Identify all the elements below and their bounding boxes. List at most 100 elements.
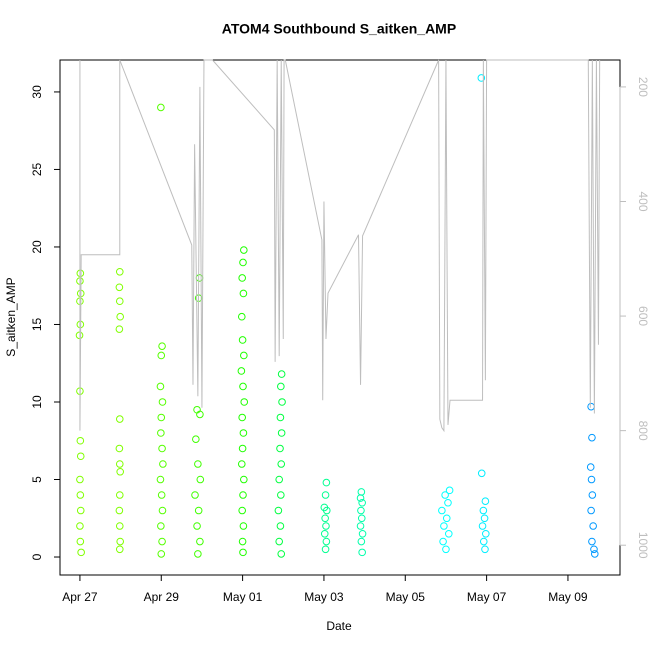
x-tick-label: May 07 bbox=[467, 590, 507, 604]
data-point bbox=[115, 415, 124, 423]
x-tick-label: May 03 bbox=[304, 590, 344, 604]
data-point bbox=[442, 545, 450, 554]
data-point bbox=[358, 548, 366, 557]
data-point bbox=[76, 491, 85, 499]
data-point bbox=[115, 491, 124, 499]
data-point bbox=[240, 351, 248, 360]
data-point bbox=[356, 522, 365, 530]
data-point bbox=[239, 522, 248, 530]
data-point bbox=[586, 463, 595, 471]
y2-tick-label: 400 bbox=[636, 191, 650, 211]
data-point bbox=[239, 382, 247, 391]
data-point bbox=[115, 506, 124, 515]
data-point bbox=[356, 494, 365, 502]
data-point bbox=[440, 522, 448, 530]
y-tick-label: 15 bbox=[30, 317, 44, 331]
data-point bbox=[275, 537, 284, 546]
y2-tick-label: 600 bbox=[636, 306, 650, 326]
data-point bbox=[477, 74, 486, 82]
data-point bbox=[277, 382, 285, 391]
data-point bbox=[444, 498, 452, 507]
data-point bbox=[115, 325, 124, 333]
data-point bbox=[587, 402, 595, 411]
data-point bbox=[158, 506, 167, 515]
data-point bbox=[194, 506, 203, 515]
y-tick-label: 5 bbox=[30, 476, 44, 483]
data-point bbox=[276, 522, 285, 530]
data-point bbox=[239, 289, 248, 298]
data-point bbox=[239, 491, 247, 499]
data-point bbox=[357, 488, 366, 496]
data-point bbox=[439, 537, 447, 546]
data-point bbox=[321, 514, 329, 523]
data-point bbox=[358, 498, 366, 507]
data-point bbox=[196, 537, 204, 546]
data-point bbox=[238, 537, 247, 546]
data-point bbox=[322, 537, 331, 546]
data-point bbox=[321, 545, 330, 554]
x-tick-label: Apr 27 bbox=[62, 590, 98, 604]
x-tick-label: May 01 bbox=[223, 590, 263, 604]
data-point bbox=[277, 460, 286, 468]
y2-tick-label: 800 bbox=[636, 421, 650, 441]
data-point bbox=[277, 370, 286, 378]
data-point bbox=[116, 312, 124, 321]
data-point bbox=[357, 537, 366, 546]
data-point bbox=[76, 506, 85, 515]
data-point bbox=[194, 460, 202, 468]
data-point bbox=[158, 342, 166, 350]
data-point bbox=[357, 506, 365, 515]
data-point bbox=[157, 522, 165, 530]
data-point bbox=[322, 522, 330, 530]
data-point bbox=[240, 398, 249, 406]
data-point bbox=[588, 537, 596, 546]
y-tick-label: 0 bbox=[30, 553, 44, 560]
data-point bbox=[115, 267, 124, 276]
data-point bbox=[239, 548, 247, 557]
data-point bbox=[477, 469, 486, 478]
data-point bbox=[320, 529, 329, 538]
data-point bbox=[277, 491, 285, 499]
data-point bbox=[194, 550, 202, 558]
data-point bbox=[321, 491, 330, 499]
data-point bbox=[193, 522, 201, 530]
data-point bbox=[587, 506, 595, 515]
data-point bbox=[76, 436, 85, 445]
data-point bbox=[238, 413, 246, 422]
data-point bbox=[77, 548, 85, 557]
data-point bbox=[156, 475, 165, 484]
data-point bbox=[156, 382, 165, 391]
data-point bbox=[445, 486, 454, 495]
data-point bbox=[158, 398, 167, 406]
y2-tick-label: 200 bbox=[636, 77, 650, 97]
data-point bbox=[479, 506, 488, 515]
x-tick-label: May 05 bbox=[386, 590, 426, 604]
data-point bbox=[237, 460, 246, 468]
data-point bbox=[76, 537, 85, 546]
data-point bbox=[322, 506, 331, 515]
data-point bbox=[159, 460, 167, 468]
y-tick-label: 10 bbox=[30, 395, 44, 409]
chart-title: ATOM4 Southbound S_aitken_AMP bbox=[222, 21, 456, 37]
data-point bbox=[590, 550, 599, 558]
data-point bbox=[157, 103, 165, 112]
data-point bbox=[115, 522, 124, 530]
data-point bbox=[157, 429, 165, 437]
data-point bbox=[479, 537, 488, 546]
data-point bbox=[240, 246, 248, 254]
data-point bbox=[238, 444, 247, 453]
data-point bbox=[115, 297, 124, 306]
data-point bbox=[196, 410, 204, 419]
data-point bbox=[276, 444, 284, 453]
x-tick-label: May 09 bbox=[548, 590, 588, 604]
data-point bbox=[237, 312, 246, 321]
y2-tick-label: 1000 bbox=[636, 532, 650, 559]
data-point bbox=[478, 522, 487, 530]
data-point bbox=[277, 429, 286, 437]
data-point bbox=[76, 522, 84, 530]
x-tick-label: Apr 29 bbox=[144, 590, 180, 604]
data-point bbox=[238, 506, 246, 515]
data-point bbox=[238, 274, 246, 282]
